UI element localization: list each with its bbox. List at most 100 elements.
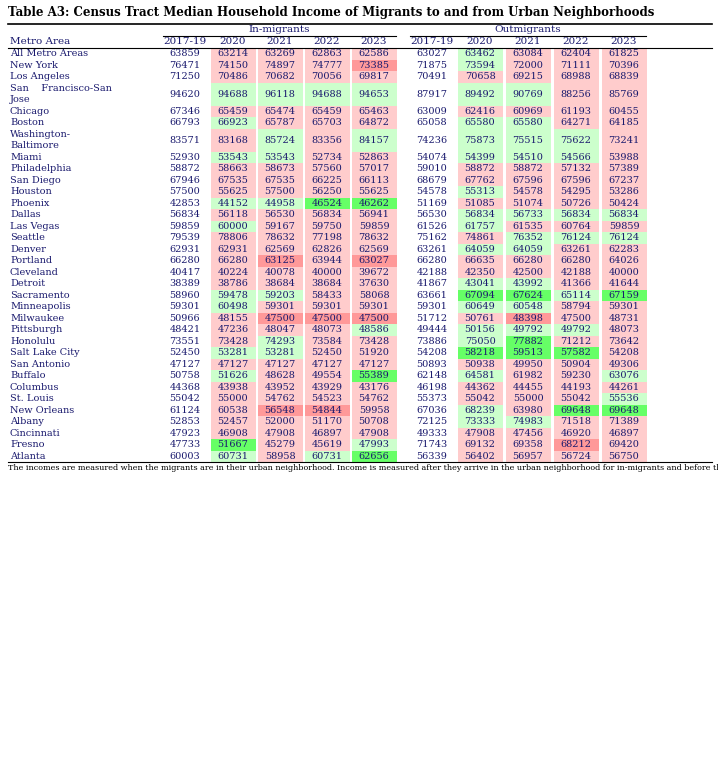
Bar (457, 405, 503, 416)
Bar (258, 220, 302, 232)
Bar (210, 48, 256, 60)
Text: 63009: 63009 (416, 107, 447, 116)
Text: 46198: 46198 (416, 383, 447, 392)
Text: 47923: 47923 (169, 429, 200, 437)
Text: 38786: 38786 (218, 279, 248, 289)
Bar (554, 416, 599, 427)
Text: 54578: 54578 (416, 187, 447, 196)
Bar (304, 336, 350, 347)
Text: 59478: 59478 (218, 291, 248, 299)
Text: 71518: 71518 (561, 417, 592, 426)
Text: 40417: 40417 (169, 268, 200, 277)
Text: 75622: 75622 (561, 136, 592, 144)
Text: 73385: 73385 (358, 60, 389, 70)
Text: 50726: 50726 (561, 199, 592, 208)
Text: 55313: 55313 (465, 187, 495, 196)
Bar (602, 232, 646, 244)
Text: 48155: 48155 (218, 314, 248, 323)
Bar (505, 370, 551, 382)
Text: 42500: 42500 (513, 268, 544, 277)
Text: 70491: 70491 (416, 72, 447, 82)
Bar (505, 106, 551, 117)
Bar (258, 347, 302, 358)
Bar (505, 71, 551, 82)
Bar (210, 324, 256, 336)
Bar (304, 427, 350, 439)
Text: 73886: 73886 (416, 337, 447, 346)
Text: 74897: 74897 (264, 60, 296, 70)
Bar (457, 151, 503, 163)
Bar (304, 232, 350, 244)
Text: 50758: 50758 (169, 372, 200, 380)
Bar (304, 117, 350, 129)
Text: 47908: 47908 (264, 429, 295, 437)
Text: 66280: 66280 (561, 256, 592, 265)
Bar (258, 175, 302, 186)
Text: 79539: 79539 (169, 234, 200, 242)
Bar (554, 301, 599, 313)
Text: 76124: 76124 (561, 234, 592, 242)
Bar (505, 451, 551, 462)
Bar (602, 405, 646, 416)
Text: 64059: 64059 (513, 245, 544, 254)
Text: 46897: 46897 (609, 429, 640, 437)
Text: 63462: 63462 (465, 49, 495, 58)
Bar (210, 301, 256, 313)
Bar (352, 393, 396, 405)
Text: 67159: 67159 (609, 291, 640, 299)
Text: 48421: 48421 (169, 325, 200, 334)
Text: 85769: 85769 (609, 89, 639, 99)
Text: 43041: 43041 (465, 279, 495, 289)
Bar (258, 48, 302, 60)
Bar (352, 278, 396, 289)
Text: 62148: 62148 (416, 372, 447, 380)
Bar (602, 267, 646, 278)
Text: 63027: 63027 (416, 49, 447, 58)
Bar (457, 232, 503, 244)
Text: 48398: 48398 (513, 314, 544, 323)
Text: 83168: 83168 (218, 136, 248, 144)
Text: 63261: 63261 (416, 245, 447, 254)
Text: 51074: 51074 (513, 199, 544, 208)
Bar (602, 60, 646, 71)
Bar (210, 370, 256, 382)
Text: 66280: 66280 (416, 256, 447, 265)
Bar (210, 82, 256, 106)
Text: 55042: 55042 (169, 394, 200, 403)
Bar (304, 106, 350, 117)
Bar (602, 175, 646, 186)
Bar (457, 106, 503, 117)
Text: 58872: 58872 (169, 165, 200, 173)
Text: 68239: 68239 (465, 406, 495, 415)
Text: 72125: 72125 (416, 417, 447, 426)
Bar (602, 336, 646, 347)
Text: 48073: 48073 (608, 325, 640, 334)
Text: 46262: 46262 (358, 199, 389, 208)
Bar (352, 209, 396, 220)
Bar (258, 106, 302, 117)
Text: 61825: 61825 (609, 49, 640, 58)
Bar (352, 48, 396, 60)
Text: 51085: 51085 (465, 199, 495, 208)
Text: 64271: 64271 (561, 118, 592, 127)
Text: 75873: 75873 (465, 136, 495, 144)
Bar (505, 324, 551, 336)
Text: 83356: 83356 (312, 136, 342, 144)
Bar (505, 163, 551, 175)
Text: 2017-19: 2017-19 (164, 37, 207, 46)
Bar (210, 382, 256, 393)
Bar (258, 358, 302, 370)
Bar (602, 416, 646, 427)
Text: 58218: 58218 (465, 348, 495, 358)
Text: 50938: 50938 (465, 360, 495, 368)
Bar (602, 313, 646, 324)
Bar (505, 60, 551, 71)
Text: Minneapolis: Minneapolis (10, 303, 70, 311)
Text: 2021: 2021 (515, 37, 541, 46)
Bar (457, 175, 503, 186)
Bar (352, 60, 396, 71)
Bar (505, 278, 551, 289)
Text: Seattle: Seattle (10, 234, 45, 242)
Bar (258, 278, 302, 289)
Text: 59301: 59301 (609, 303, 640, 311)
